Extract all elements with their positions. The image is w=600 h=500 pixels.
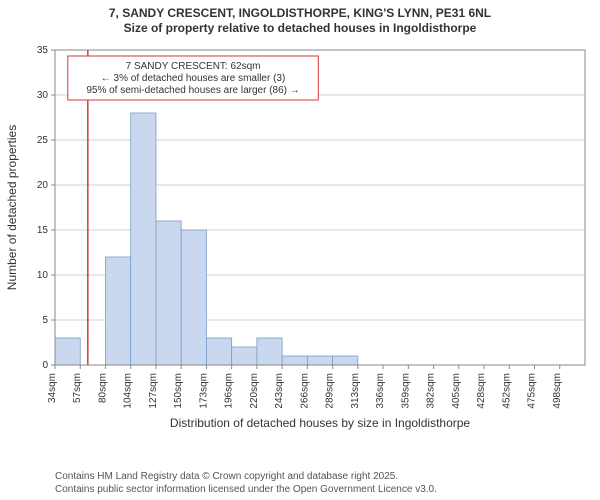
- svg-text:34sqm: 34sqm: [47, 373, 58, 403]
- chart-wrap: 0 5 10 15 20 25 30 35 34sqm 57sqm 80sqm 104sqm 127sq…: [0, 40, 600, 460]
- svg-text:359sqm: 359sqm: [400, 373, 411, 409]
- svg-text:220sqm: 220sqm: [249, 373, 260, 409]
- svg-text:452sqm: 452sqm: [501, 373, 512, 409]
- title-block: 7, SANDY CRESCENT, INGOLDISTHORPE, KING'…: [0, 0, 600, 36]
- svg-text:25: 25: [37, 135, 49, 146]
- footnote-line-2: Contains public sector information licen…: [55, 484, 437, 497]
- svg-text:15: 15: [37, 225, 49, 236]
- svg-text:104sqm: 104sqm: [123, 373, 134, 409]
- svg-text:30: 30: [37, 90, 49, 101]
- histogram-svg: 0 5 10 15 20 25 30 35 34sqm 57sqm 80sqm 104sqm 127sq…: [0, 40, 600, 460]
- svg-text:127sqm: 127sqm: [148, 373, 159, 409]
- svg-text:95% of semi-detached houses ar: 95% of semi-detached houses are larger (…: [86, 85, 299, 96]
- svg-text:Distribution of detached house: Distribution of detached houses by size …: [170, 416, 471, 430]
- svg-text:289sqm: 289sqm: [325, 373, 336, 409]
- svg-text:Number of detached properties: Number of detached properties: [5, 125, 19, 290]
- title-line-2: Size of property relative to detached ho…: [0, 21, 600, 36]
- svg-text:7 SANDY CRESCENT: 62sqm: 7 SANDY CRESCENT: 62sqm: [126, 61, 261, 72]
- svg-text:80sqm: 80sqm: [97, 373, 108, 403]
- svg-text:266sqm: 266sqm: [299, 373, 310, 409]
- chart-container: 7, SANDY CRESCENT, INGOLDISTHORPE, KING'…: [0, 0, 600, 500]
- svg-text:10: 10: [37, 270, 49, 281]
- svg-text:336sqm: 336sqm: [375, 373, 386, 409]
- svg-text:150sqm: 150sqm: [173, 373, 184, 409]
- svg-text:382sqm: 382sqm: [426, 373, 437, 409]
- svg-text:475sqm: 475sqm: [527, 373, 538, 409]
- svg-text:498sqm: 498sqm: [552, 373, 563, 409]
- svg-text:313sqm: 313sqm: [350, 373, 361, 409]
- svg-text:405sqm: 405sqm: [451, 373, 462, 409]
- title-line-1: 7, SANDY CRESCENT, INGOLDISTHORPE, KING'…: [0, 6, 600, 21]
- svg-text:173sqm: 173sqm: [198, 373, 209, 409]
- footnote: Contains HM Land Registry data © Crown c…: [55, 471, 437, 496]
- svg-text:196sqm: 196sqm: [224, 373, 235, 409]
- svg-text:35: 35: [37, 45, 49, 56]
- svg-text:428sqm: 428sqm: [476, 373, 487, 409]
- svg-text:20: 20: [37, 180, 49, 191]
- svg-text:5: 5: [42, 315, 48, 326]
- svg-text:0: 0: [42, 360, 48, 371]
- svg-text:57sqm: 57sqm: [72, 373, 83, 403]
- svg-text:← 3% of detached houses are sm: ← 3% of detached houses are smaller (3): [101, 73, 286, 84]
- footnote-line-1: Contains HM Land Registry data © Crown c…: [55, 471, 437, 484]
- svg-text:243sqm: 243sqm: [274, 373, 285, 409]
